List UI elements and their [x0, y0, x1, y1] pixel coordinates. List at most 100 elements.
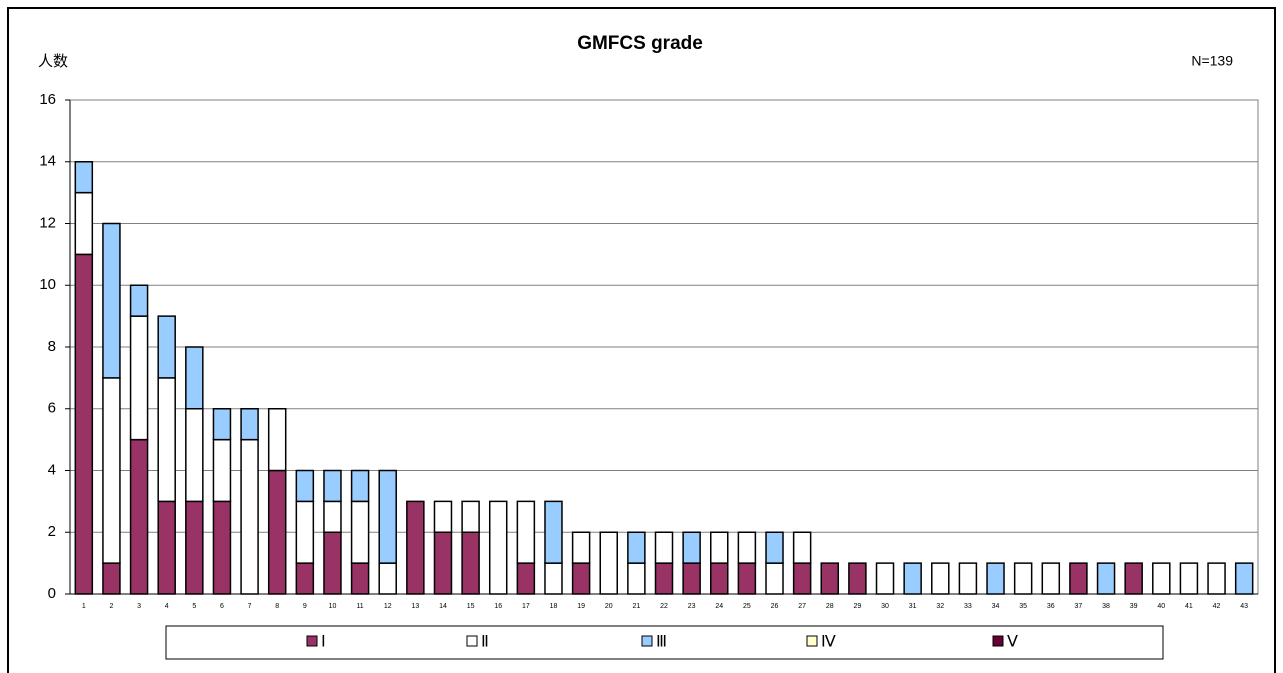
x-tick-label: 14 — [439, 603, 447, 610]
y-tick-label: 12 — [39, 214, 56, 231]
x-tick-label: 22 — [660, 603, 668, 610]
x-tick-label: 7 — [248, 603, 252, 610]
x-tick-label: 12 — [384, 603, 392, 610]
y-tick-label: 0 — [48, 585, 56, 602]
bar-segment — [488, 500, 508, 595]
bar-segment — [599, 531, 618, 595]
bar-segment — [240, 438, 259, 595]
x-tick-label: 21 — [632, 603, 640, 610]
bar-segment — [129, 438, 149, 595]
x-tick-label: 1 — [82, 603, 86, 610]
x-tick-label: 20 — [605, 603, 613, 610]
x-tick-label: 17 — [522, 603, 530, 610]
bar-segment — [1207, 562, 1226, 595]
bar-segment — [792, 562, 812, 595]
bar-segment — [820, 562, 840, 595]
x-tick-label: 39 — [1130, 603, 1138, 610]
legend-label: Ⅰ — [321, 634, 326, 651]
x-tick-label: 6 — [220, 603, 224, 610]
y-tick-label: 2 — [48, 523, 56, 540]
bar-segment — [212, 500, 232, 595]
bar-segment — [267, 469, 287, 595]
legend-swatch — [806, 635, 818, 647]
bar-segment — [571, 531, 591, 564]
bar-segment — [682, 531, 701, 564]
x-tick-label: 36 — [1047, 603, 1055, 610]
x-tick-label: 38 — [1102, 603, 1110, 610]
x-tick-label: 10 — [329, 603, 337, 610]
bar-segment — [406, 500, 425, 595]
bar-segment — [74, 191, 94, 256]
bar-segment — [74, 253, 94, 595]
bar-segment — [102, 562, 121, 595]
bar-segment — [323, 469, 342, 503]
x-tick-label: 19 — [577, 603, 585, 610]
bar-segment — [129, 284, 149, 317]
bar-segment — [682, 562, 701, 595]
bar-segment — [1041, 562, 1061, 595]
bar-segment — [710, 531, 729, 564]
bar-segment — [1179, 562, 1199, 595]
bar-segment — [378, 469, 397, 564]
bar-segment — [875, 562, 895, 595]
bar-segment — [185, 408, 204, 503]
bar-segment — [544, 500, 563, 564]
x-tick-label: 13 — [411, 603, 419, 610]
legend-label: Ⅲ — [656, 634, 667, 651]
bar-segment — [461, 500, 480, 533]
x-tick-label: 29 — [853, 603, 861, 610]
bar-segment — [102, 222, 121, 379]
bar-segment — [627, 562, 646, 595]
x-tick-label: 11 — [356, 603, 363, 610]
x-tick-label: 23 — [688, 603, 696, 610]
bar-segment — [571, 562, 591, 595]
bar-segment — [378, 562, 397, 595]
bar-segment — [267, 408, 287, 472]
bar-segment — [710, 562, 729, 595]
bar-segment — [185, 346, 204, 410]
bar-segment — [737, 562, 757, 595]
y-tick-label: 6 — [48, 400, 56, 417]
x-tick-label: 8 — [275, 603, 279, 610]
bar-segment — [185, 500, 204, 595]
x-tick-label: 28 — [826, 603, 834, 610]
x-tick-label: 16 — [494, 603, 502, 610]
bar-segment — [461, 531, 480, 595]
bar-segment — [157, 500, 176, 595]
y-axis-label: 人数 — [38, 53, 68, 70]
bar-segment — [544, 562, 563, 595]
x-tick-label: 5 — [192, 603, 196, 610]
bar-segment — [765, 562, 784, 595]
x-tick-label: 34 — [992, 603, 1000, 610]
x-tick-label: 41 — [1185, 603, 1193, 610]
bar-segment — [129, 315, 149, 441]
bar-segment — [323, 500, 342, 533]
x-tick-label: 15 — [467, 603, 475, 610]
x-tick-label: 42 — [1213, 603, 1221, 610]
bar-segment — [792, 531, 812, 564]
bar-segment — [102, 377, 121, 564]
x-tick-label: 18 — [550, 603, 558, 610]
bar-segment — [627, 531, 646, 564]
x-tick-label: 30 — [881, 603, 889, 610]
bar-segment — [1069, 562, 1088, 595]
bar-segment — [765, 531, 784, 564]
bar-segment — [212, 408, 232, 441]
x-tick-label: 25 — [743, 603, 751, 610]
bar-segment — [1096, 562, 1116, 595]
x-tick-label: 24 — [715, 603, 723, 610]
x-tick-label: 31 — [909, 603, 917, 610]
x-tick-label: 3 — [137, 603, 141, 610]
x-tick-label: 4 — [165, 603, 169, 610]
bar-segment — [212, 438, 232, 503]
bar-segment — [516, 500, 536, 564]
y-tick-label: 14 — [39, 153, 56, 170]
bar-segment — [433, 531, 453, 595]
bar-segment — [1013, 562, 1033, 595]
bar-segment — [295, 562, 315, 595]
x-tick-label: 2 — [109, 603, 113, 610]
x-tick-label: 43 — [1240, 603, 1248, 610]
x-tick-label: 26 — [771, 603, 779, 610]
bar-segment — [931, 562, 950, 595]
